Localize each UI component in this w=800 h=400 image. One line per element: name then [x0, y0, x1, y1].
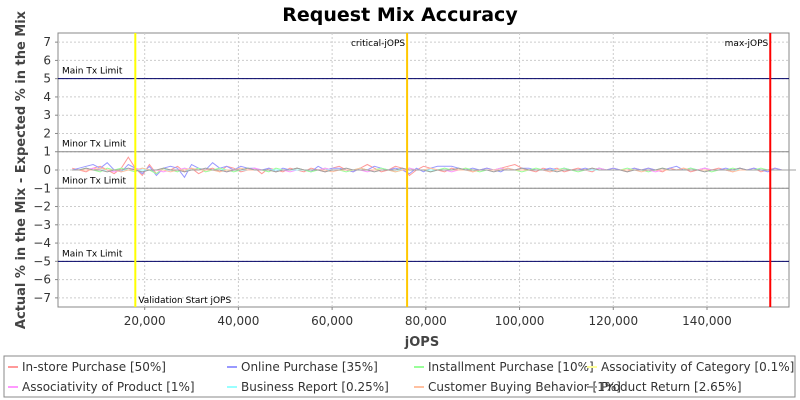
legend-entry: Customer Buying Behavior [1%] — [428, 380, 621, 394]
y-tick-label: 4 — [43, 90, 51, 104]
y-tick-label: −2 — [33, 200, 51, 214]
y-tick-label: −5 — [33, 254, 51, 268]
legend-entry: Associativity of Category [0.1%] — [601, 360, 794, 374]
y-tick-label: 0 — [43, 163, 51, 177]
y-tick-label: 5 — [43, 72, 51, 86]
y-tick-label: −4 — [33, 236, 51, 250]
legend-entry: In-store Purchase [50%] — [22, 360, 166, 374]
y-tick-label: −1 — [33, 181, 51, 195]
y-axis-label: Actual % in the Mix - Expected % in the … — [14, 10, 29, 329]
limit-line-label: Main Tx Limit — [62, 249, 123, 259]
legend: In-store Purchase [50%] Online Purchase [… — [8, 360, 794, 394]
legend-entry: Online Purchase [35%] — [241, 360, 378, 374]
limit-line-label: Minor Tx Limit — [62, 176, 127, 186]
legend-entry: Installment Purchase [10%] — [428, 360, 594, 374]
limit-line-label: Main Tx Limit — [62, 67, 123, 77]
series-lines — [71, 156, 796, 179]
marker-lines — [134, 33, 772, 307]
legend-entry: Associativity of Product [1%] — [22, 380, 195, 394]
x-tick-label: 120,000 — [588, 314, 638, 328]
legend-box — [3, 355, 796, 398]
y-tick-label: −6 — [33, 273, 51, 287]
y-tick-label: 6 — [43, 53, 51, 67]
limit-line-label: Minor Tx Limit — [62, 140, 127, 150]
y-tick-label: 1 — [43, 145, 51, 159]
limit-lines — [58, 78, 789, 262]
x-axis-ticks: 20,000 40,000 60,000 80,000 100,000 120,000 14… — [124, 307, 732, 328]
x-tick-label: 60,000 — [311, 314, 353, 328]
marker-line-label: critical-jOPS — [351, 39, 405, 49]
x-tick-label: 100,000 — [495, 314, 545, 328]
x-tick-label: 80,000 — [405, 314, 447, 328]
x-axis-label: jOPS — [404, 335, 439, 350]
y-tick-label: −3 — [33, 218, 51, 232]
legend-entry: Product Return [2.65%] — [601, 380, 742, 394]
y-tick-label: 3 — [43, 108, 51, 122]
y-axis-ticks: 7 6 5 4 3 2 1 0 −1 −2 −3 −4 −5 −6 −7 — [33, 35, 58, 305]
marker-line-label: max-jOPS — [725, 39, 769, 49]
marker-line-label: Validation Start jOPS — [138, 296, 231, 306]
y-tick-label: 7 — [43, 35, 51, 49]
y-tick-label: 2 — [43, 126, 51, 140]
legend-entry: Business Report [0.25%] — [241, 380, 389, 394]
x-tick-label: 40,000 — [217, 314, 259, 328]
x-tick-label: 140,000 — [682, 314, 732, 328]
y-tick-label: −7 — [33, 291, 51, 305]
x-tick-label: 20,000 — [124, 314, 166, 328]
chart-title: Request Mix Accuracy — [282, 4, 518, 26]
annotations: Main Tx Limit Minor Tx Limit Minor Tx Limi… — [62, 39, 769, 306]
series-line — [72, 167, 796, 173]
